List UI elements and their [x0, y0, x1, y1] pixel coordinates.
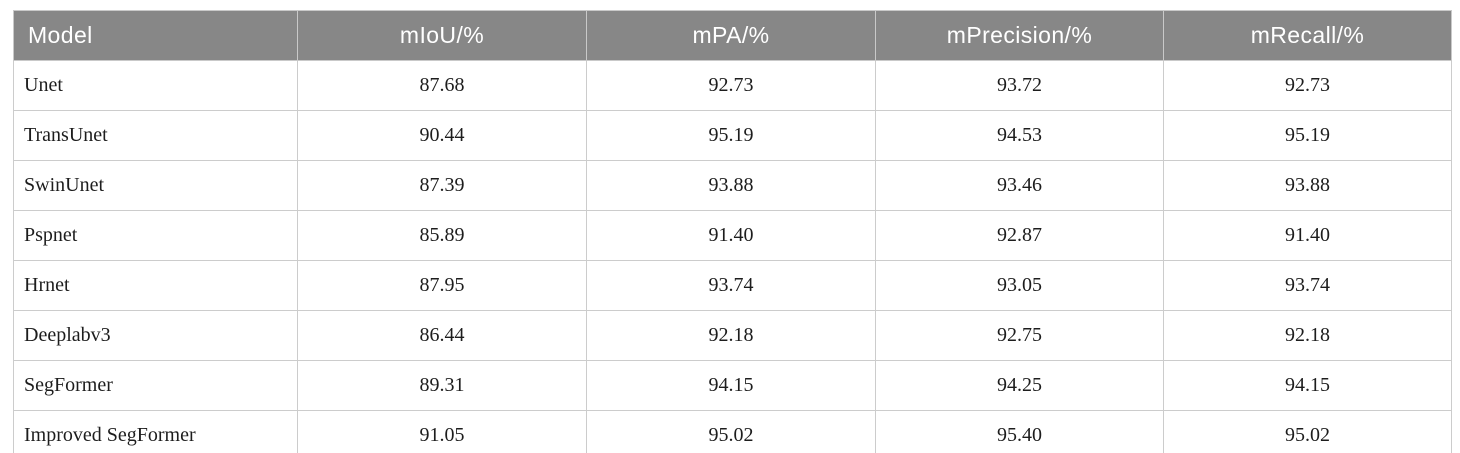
table-row: Improved SegFormer 91.05 95.02 95.40 95.…: [13, 410, 1452, 453]
table-row: Pspnet 85.89 91.40 92.87 91.40: [13, 210, 1452, 261]
cell-mpa: 92.73: [586, 60, 876, 111]
cell-miou: 90.44: [297, 110, 587, 161]
header-cell-mrecall: mRecall/%: [1163, 10, 1452, 61]
cell-mpa: 93.74: [586, 260, 876, 311]
table-header: Model mIoU/% mPA/% mPrecision/% mRecall/…: [13, 10, 1452, 61]
header-cell-mprecision: mPrecision/%: [875, 10, 1164, 61]
table-row: SegFormer 89.31 94.15 94.25 94.15: [13, 360, 1452, 411]
table-row: SwinUnet 87.39 93.88 93.46 93.88: [13, 160, 1452, 211]
cell-miou: 85.89: [297, 210, 587, 261]
cell-mprecision: 94.53: [875, 110, 1164, 161]
cell-mprecision: 92.87: [875, 210, 1164, 261]
model-name: Pspnet: [13, 210, 298, 261]
cell-miou: 87.39: [297, 160, 587, 211]
cell-mpa: 93.88: [586, 160, 876, 211]
table-row: Unet 87.68 92.73 93.72 92.73: [13, 60, 1452, 111]
model-name: SwinUnet: [13, 160, 298, 211]
cell-mpa: 94.15: [586, 360, 876, 411]
cell-mpa: 92.18: [586, 310, 876, 361]
cell-mrecall: 92.18: [1163, 310, 1452, 361]
table-body: Unet 87.68 92.73 93.72 92.73 TransUnet 9…: [13, 60, 1452, 453]
table-row: TransUnet 90.44 95.19 94.53 95.19: [13, 110, 1452, 161]
model-name: Unet: [13, 60, 298, 111]
cell-mrecall: 91.40: [1163, 210, 1452, 261]
results-table: Model mIoU/% mPA/% mPrecision/% mRecall/…: [13, 10, 1452, 453]
cell-mrecall: 93.74: [1163, 260, 1452, 311]
cell-mprecision: 94.25: [875, 360, 1164, 411]
cell-mrecall: 95.19: [1163, 110, 1452, 161]
header-cell-miou: mIoU/%: [297, 10, 587, 61]
cell-miou: 91.05: [297, 410, 587, 453]
header-row: Model mIoU/% mPA/% mPrecision/% mRecall/…: [13, 10, 1452, 61]
model-name: TransUnet: [13, 110, 298, 161]
cell-mpa: 95.19: [586, 110, 876, 161]
cell-miou: 87.68: [297, 60, 587, 111]
table-row: Deeplabv3 86.44 92.18 92.75 92.18: [13, 310, 1452, 361]
cell-mprecision: 92.75: [875, 310, 1164, 361]
cell-mrecall: 92.73: [1163, 60, 1452, 111]
cell-mrecall: 94.15: [1163, 360, 1452, 411]
cell-mpa: 91.40: [586, 210, 876, 261]
model-name: Improved SegFormer: [13, 410, 298, 453]
cell-miou: 86.44: [297, 310, 587, 361]
cell-mrecall: 95.02: [1163, 410, 1452, 453]
cell-mprecision: 93.72: [875, 60, 1164, 111]
cell-mpa: 95.02: [586, 410, 876, 453]
cell-mprecision: 93.46: [875, 160, 1164, 211]
cell-mrecall: 93.88: [1163, 160, 1452, 211]
cell-mprecision: 93.05: [875, 260, 1164, 311]
cell-miou: 89.31: [297, 360, 587, 411]
model-name: SegFormer: [13, 360, 298, 411]
model-name: Deeplabv3: [13, 310, 298, 361]
header-cell-model: Model: [13, 10, 298, 61]
cell-mprecision: 95.40: [875, 410, 1164, 453]
model-name: Hrnet: [13, 260, 298, 311]
table-row: Hrnet 87.95 93.74 93.05 93.74: [13, 260, 1452, 311]
cell-miou: 87.95: [297, 260, 587, 311]
header-cell-mpa: mPA/%: [586, 10, 876, 61]
